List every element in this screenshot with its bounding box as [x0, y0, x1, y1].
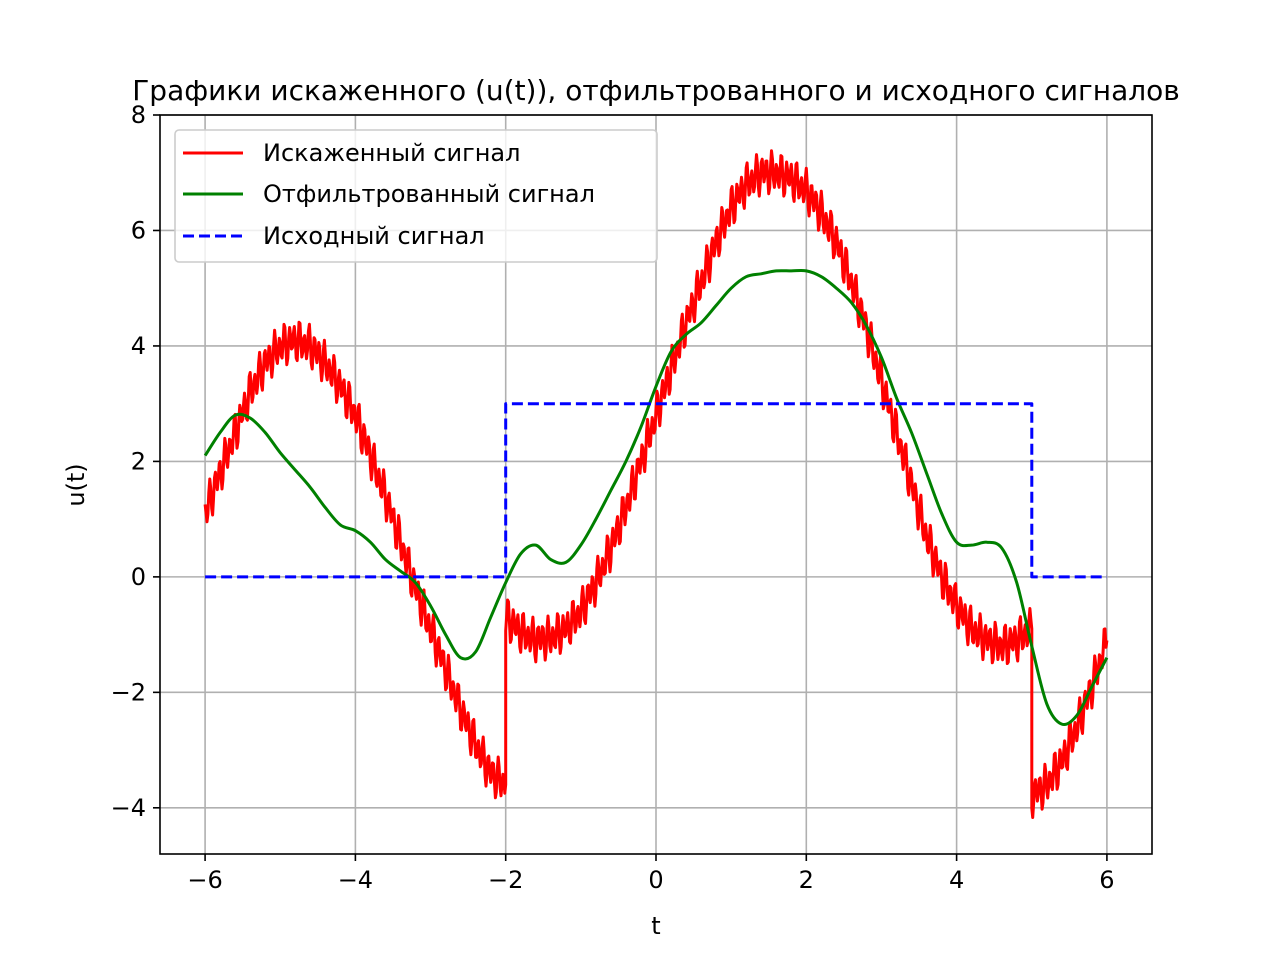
- x-axis-label: t: [651, 912, 660, 940]
- series-filtered-line: [203, 268, 1109, 727]
- legend-label-filtered: Отфильтрованный сигнал: [263, 180, 595, 208]
- x-tick-label: −6: [187, 866, 222, 894]
- legend-label-source: Исходный сигнал: [263, 222, 485, 250]
- x-tick-label: 6: [1099, 866, 1114, 894]
- legend: Искаженный сигнал Отфильтрованный сигнал…: [174, 129, 658, 263]
- y-tick-label: 8: [131, 101, 146, 129]
- y-tick-label: 4: [131, 332, 146, 360]
- x-tick-label: 0: [648, 866, 663, 894]
- x-tick-label: 4: [949, 866, 964, 894]
- y-axis-label: u(t): [62, 463, 90, 506]
- series-distorted-line: [203, 149, 1109, 819]
- x-axis-ticks: −6 −4 −2 0 2 4 6: [187, 854, 1115, 894]
- legend-box: [174, 129, 658, 263]
- y-tick-label: 2: [131, 447, 146, 475]
- y-tick-label: −2: [111, 678, 146, 706]
- y-tick-label: 6: [131, 216, 146, 244]
- y-axis-ticks: −4 −2 0 2 4 6 8: [111, 101, 160, 822]
- legend-label-distorted: Искаженный сигнал: [263, 139, 520, 167]
- x-tick-label: −4: [338, 866, 373, 894]
- series-source-line: [205, 402, 1107, 579]
- x-tick-label: −2: [488, 866, 523, 894]
- plot-area: [203, 149, 1109, 819]
- y-tick-label: −4: [111, 794, 146, 822]
- x-tick-label: 2: [799, 866, 814, 894]
- y-tick-label: 0: [131, 563, 146, 591]
- chart-title: Графики искаженного (u(t)), отфильтрован…: [132, 74, 1180, 107]
